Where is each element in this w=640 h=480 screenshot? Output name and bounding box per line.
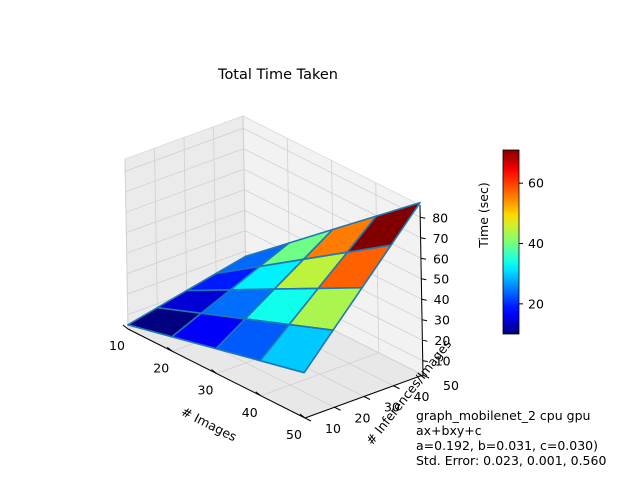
- z-tick-label: 80: [432, 210, 448, 225]
- y-tick-label: 30: [384, 400, 400, 415]
- z-tick-label: 20: [434, 333, 450, 348]
- grid-line: [125, 148, 244, 193]
- colorbar-tick-label: 20: [528, 296, 544, 311]
- grid-line: [125, 127, 244, 172]
- y-tick: [334, 406, 341, 411]
- grid-line: [375, 182, 380, 353]
- grid-line: [126, 230, 246, 275]
- x-tick-label: 50: [286, 427, 302, 442]
- colorbar: 20 40 60: [502, 149, 544, 335]
- grid-line: [183, 137, 188, 308]
- z-tick: [421, 278, 427, 281]
- grid-line: [125, 168, 245, 213]
- z-tick: [421, 298, 427, 301]
- z-axis-line: [419, 204, 424, 376]
- z-tick: [420, 237, 426, 240]
- z-tick: [421, 319, 428, 322]
- z-tick: [422, 360, 428, 363]
- x-tick: [211, 369, 217, 374]
- z-tick-label: 50: [433, 272, 449, 287]
- x-tick: [299, 413, 306, 419]
- grid-line: [154, 148, 158, 319]
- colorbar-tick-label: 40: [528, 236, 544, 251]
- y-tick-label: 20: [355, 410, 371, 425]
- y-tick-label: 10: [325, 421, 341, 436]
- z-tick-label: 10: [435, 354, 451, 369]
- z-tick-label: 30: [434, 313, 450, 328]
- x-axis-label: # Images: [179, 404, 239, 445]
- annotation-line: Std. Error: 0.023, 0.001, 0.560: [416, 453, 607, 468]
- x-tick-label: 20: [153, 360, 169, 375]
- z-tick-label: 60: [433, 251, 449, 266]
- grid-line: [127, 250, 246, 295]
- z-tick-label: 40: [434, 292, 450, 307]
- annotation-line: graph_mobilenet_2 cpu gpu: [416, 408, 591, 423]
- x-tick: [255, 391, 262, 397]
- annotation-line: ax+bxy+c: [416, 423, 482, 438]
- colorbar-tick-label: 60: [528, 176, 544, 191]
- y-tick: [393, 385, 400, 390]
- colorbar-bar: [502, 149, 520, 335]
- y-tick: [422, 374, 430, 379]
- y-tick: [363, 396, 371, 400]
- fit-annotation: graph_mobilenet_2 cpu gpu ax+bxy+c a=0.1…: [416, 408, 606, 468]
- x-tick-label: 40: [242, 405, 258, 420]
- x-tick-label: 10: [109, 338, 125, 353]
- grid-line: [243, 127, 421, 218]
- surface: [127, 201, 421, 374]
- x-tick: [122, 324, 129, 330]
- y-tick-label: 40: [414, 389, 430, 404]
- z-tick: [420, 216, 426, 219]
- grid-line: [124, 158, 129, 330]
- z-axis-label: Time (sec): [476, 182, 491, 248]
- y-tick-label: 50: [443, 378, 459, 393]
- surface-facet: [259, 323, 334, 374]
- grid-line: [126, 189, 245, 234]
- grid-line: [213, 126, 217, 297]
- z-tick-label: 70: [433, 231, 449, 246]
- x-tick-label: 30: [198, 383, 214, 398]
- z-tick: [420, 257, 427, 260]
- grid-line: [126, 209, 245, 254]
- z-tick: [422, 339, 428, 342]
- chart-title: Total Time Taken: [217, 67, 338, 83]
- y-tick: [304, 417, 312, 422]
- x-tick: [166, 346, 173, 352]
- annotation-line: a=0.192, b=0.031, c=0.030): [416, 438, 599, 453]
